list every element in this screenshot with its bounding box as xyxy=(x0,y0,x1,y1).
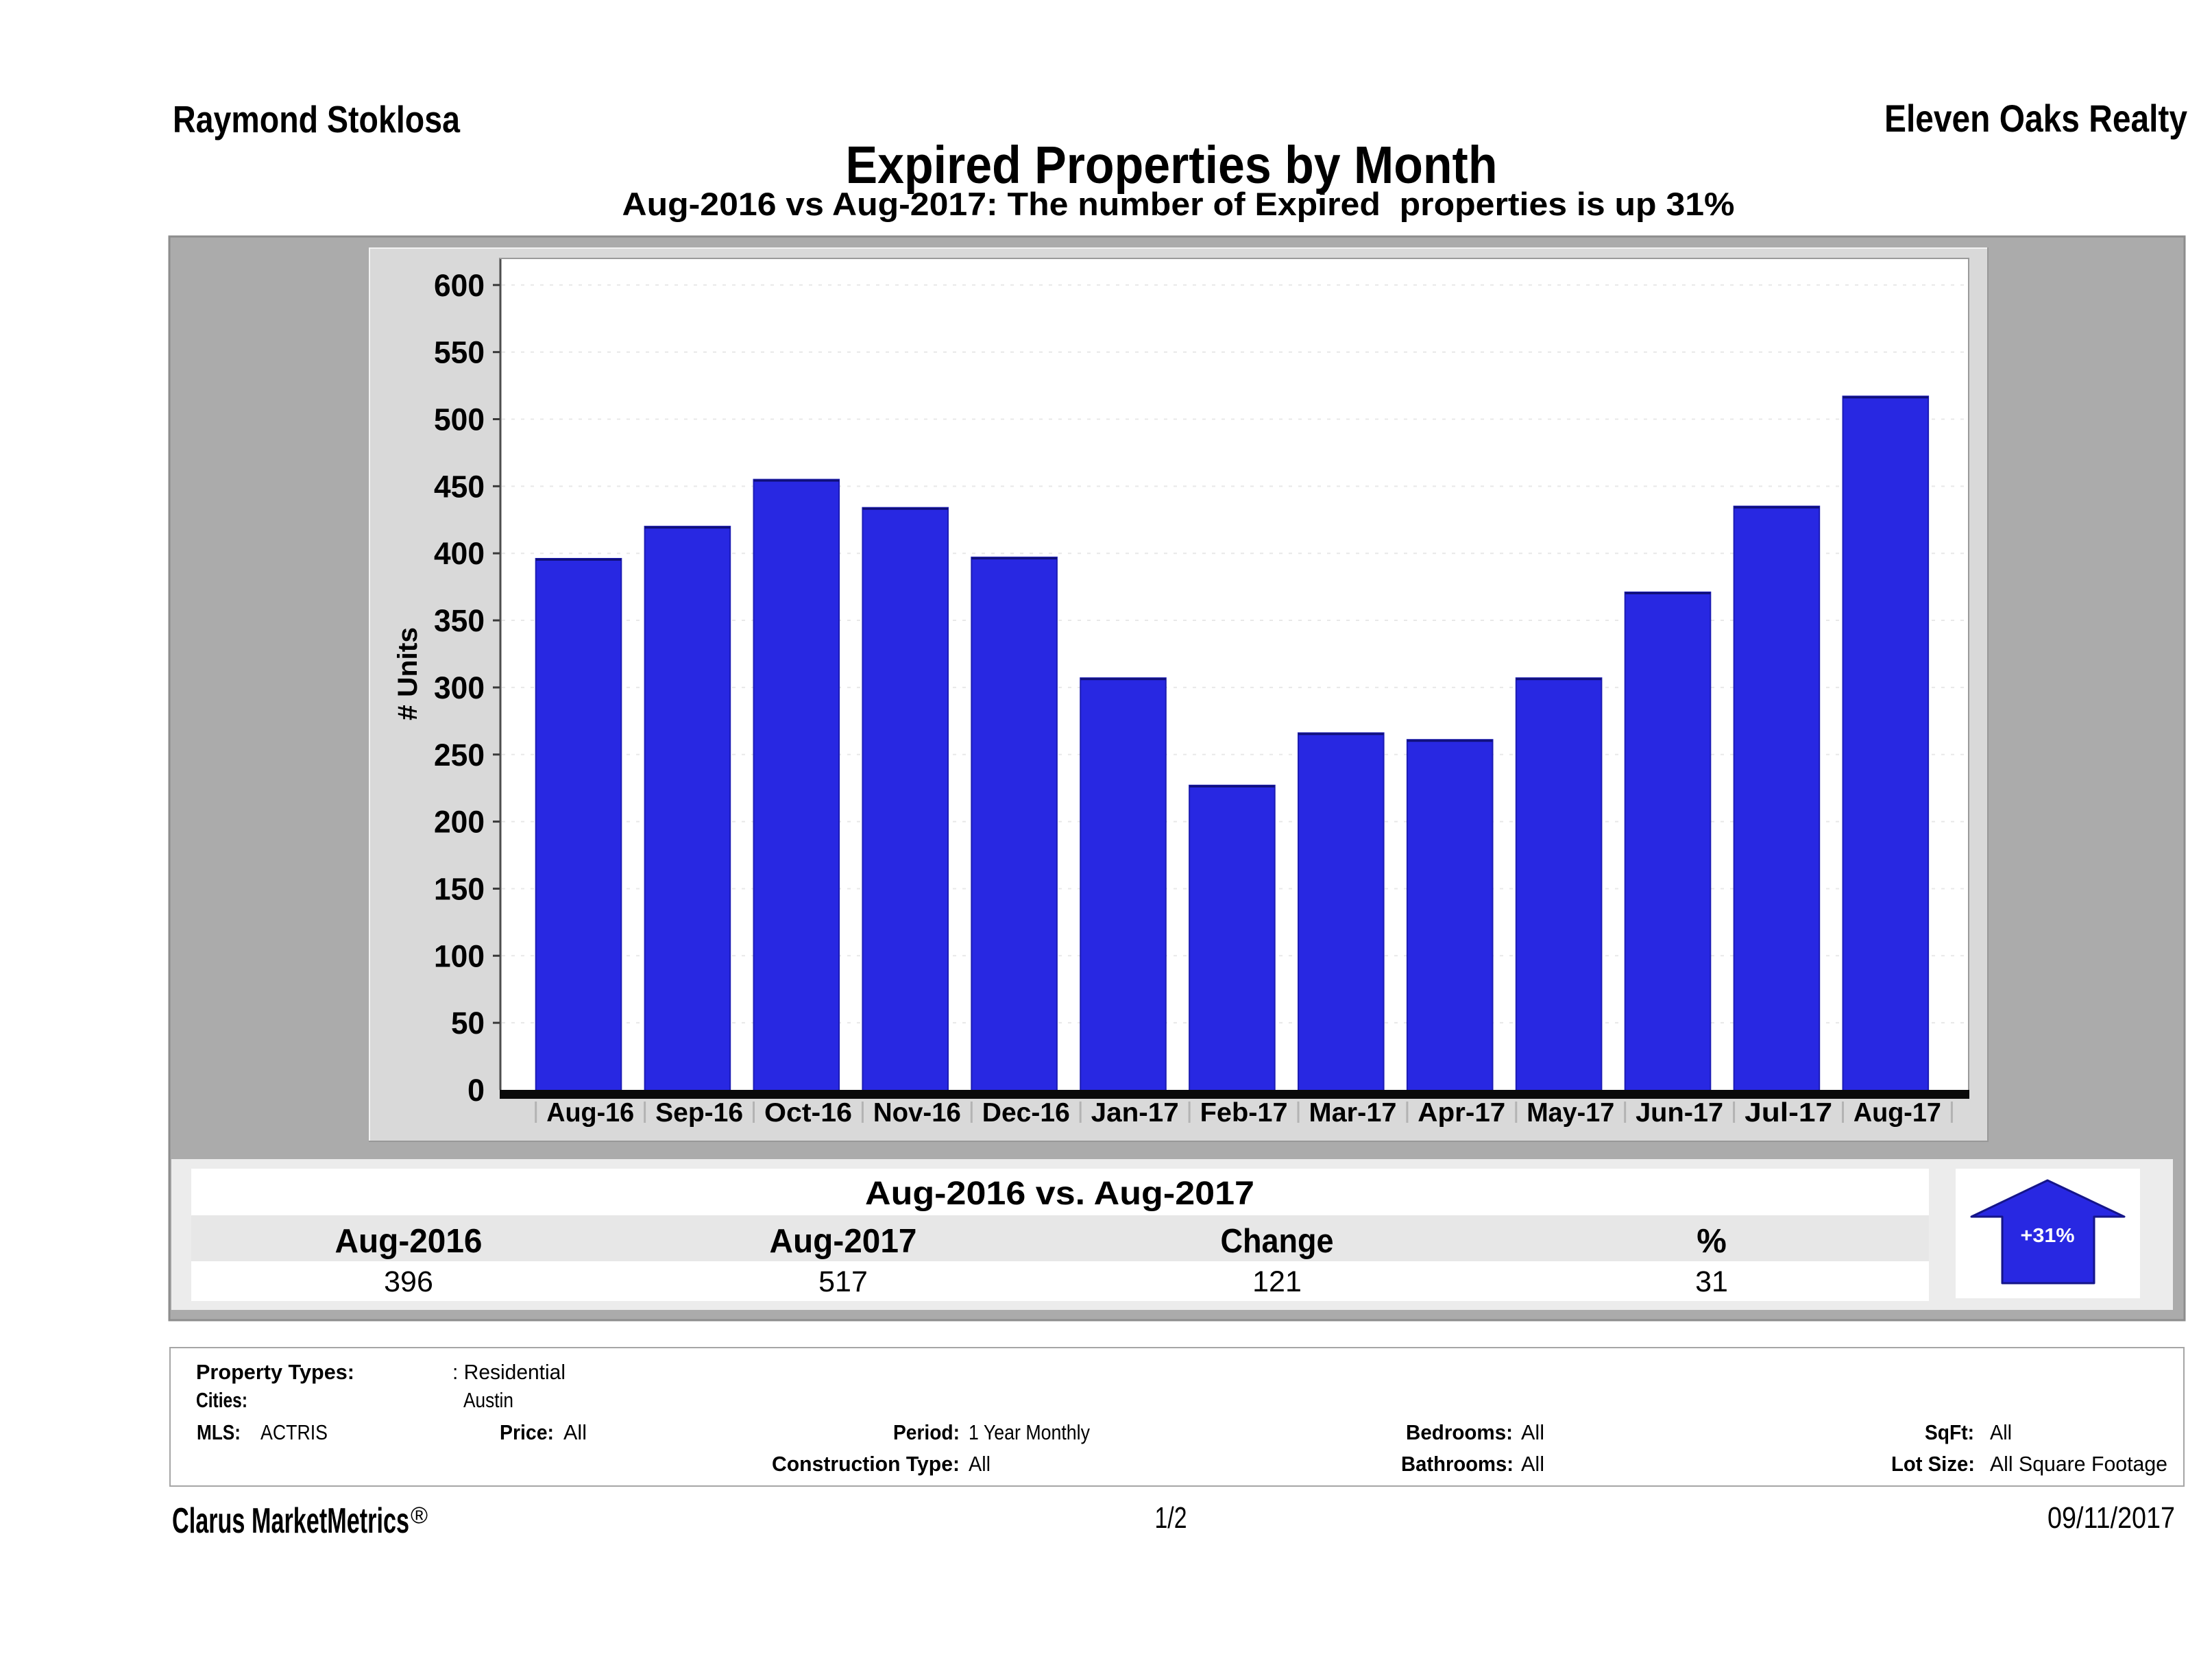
svg-text:Aug-2017: Aug-2017 xyxy=(770,1223,917,1260)
svg-text:500: 500 xyxy=(434,402,485,437)
svg-text:Apr-17: Apr-17 xyxy=(1418,1098,1505,1128)
svg-text:ACTRIS: ACTRIS xyxy=(260,1420,328,1444)
svg-text:Price:: Price: xyxy=(500,1420,554,1444)
svg-text:0: 0 xyxy=(467,1073,485,1108)
svg-text:121: 121 xyxy=(1252,1265,1302,1298)
svg-text:1 Year Monthly: 1 Year Monthly xyxy=(969,1420,1090,1444)
svg-text:550: 550 xyxy=(434,335,485,370)
svg-text:Aug-17: Aug-17 xyxy=(1854,1098,1941,1128)
svg-text:Jan-17: Jan-17 xyxy=(1091,1098,1179,1128)
svg-text:150: 150 xyxy=(434,871,485,906)
svg-text:50: 50 xyxy=(451,1006,485,1041)
svg-text:Raymond Stoklosa: Raymond Stoklosa xyxy=(173,98,460,141)
svg-text:Aug-16: Aug-16 xyxy=(546,1098,634,1128)
svg-text:250: 250 xyxy=(434,738,485,773)
svg-text:Lot Size:: Lot Size: xyxy=(1891,1452,1975,1476)
svg-text:Expired Properties by Month: Expired Properties by Month xyxy=(846,136,1498,195)
svg-text:All: All xyxy=(969,1452,990,1476)
svg-text:Aug-2016 vs Aug-2017: The numb: Aug-2016 vs Aug-2017: The number of Expi… xyxy=(622,186,1735,222)
svg-text:396: 396 xyxy=(384,1265,433,1298)
svg-text:Construction Type:: Construction Type: xyxy=(772,1452,960,1476)
svg-text:Aug-2016: Aug-2016 xyxy=(335,1223,483,1260)
svg-text:+31%: +31% xyxy=(2021,1225,2075,1247)
svg-text:600: 600 xyxy=(434,268,485,303)
svg-text:09/11/2017: 09/11/2017 xyxy=(2047,1501,2175,1535)
svg-text:Jul-17: Jul-17 xyxy=(1745,1098,1832,1128)
svg-text:All: All xyxy=(1521,1452,1544,1476)
svg-text:Eleven Oaks Realty: Eleven Oaks Realty xyxy=(1884,97,2187,140)
svg-text:May-17: May-17 xyxy=(1527,1098,1614,1128)
svg-text:Austin: Austin xyxy=(463,1388,513,1412)
svg-text:200: 200 xyxy=(434,805,485,840)
svg-text:Cities:: Cities: xyxy=(196,1388,247,1412)
svg-text:Sep-16: Sep-16 xyxy=(655,1098,743,1128)
svg-text:All Square Footage: All Square Footage xyxy=(1990,1452,2167,1476)
svg-text:Feb-17: Feb-17 xyxy=(1200,1098,1288,1128)
svg-text:Aug-2016 vs. Aug-2017: Aug-2016 vs. Aug-2017 xyxy=(865,1176,1254,1212)
svg-text:350: 350 xyxy=(434,603,485,638)
svg-text:%: % xyxy=(1697,1223,1727,1260)
svg-text:# Units: # Units xyxy=(393,627,423,720)
svg-text:All: All xyxy=(1990,1420,2012,1444)
svg-text:Change: Change xyxy=(1221,1223,1334,1260)
svg-text:31: 31 xyxy=(1695,1265,1728,1298)
svg-text:Nov-16: Nov-16 xyxy=(873,1098,961,1128)
svg-text:MLS:: MLS: xyxy=(197,1420,241,1444)
svg-text:®: ® xyxy=(411,1503,428,1529)
svg-text:Oct-16: Oct-16 xyxy=(764,1098,852,1128)
svg-text:All: All xyxy=(1521,1420,1544,1444)
svg-text:1/2: 1/2 xyxy=(1155,1501,1187,1535)
svg-text:Bathrooms:: Bathrooms: xyxy=(1401,1452,1514,1476)
svg-text:Property Types:: Property Types: xyxy=(196,1360,354,1384)
svg-text:: Residential: : Residential xyxy=(452,1360,566,1384)
svg-text:400: 400 xyxy=(434,536,485,571)
svg-text:SqFt:: SqFt: xyxy=(1925,1420,1974,1444)
svg-text:Bedrooms:: Bedrooms: xyxy=(1406,1420,1513,1444)
svg-text:Dec-16: Dec-16 xyxy=(982,1098,1070,1128)
svg-text:517: 517 xyxy=(818,1265,868,1298)
svg-text:300: 300 xyxy=(434,670,485,705)
svg-text:Jun-17: Jun-17 xyxy=(1636,1098,1723,1128)
svg-text:All: All xyxy=(563,1420,587,1444)
svg-text:Period:: Period: xyxy=(893,1420,960,1444)
svg-text:Clarus MarketMetrics: Clarus MarketMetrics xyxy=(172,1501,409,1541)
svg-text:100: 100 xyxy=(434,938,485,973)
svg-text:Mar-17: Mar-17 xyxy=(1309,1098,1397,1128)
svg-text:450: 450 xyxy=(434,469,485,504)
